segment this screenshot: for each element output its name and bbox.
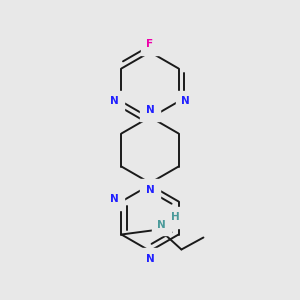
- Text: H: H: [171, 212, 180, 223]
- Text: N: N: [181, 97, 190, 106]
- Text: N: N: [157, 220, 166, 230]
- Text: N: N: [110, 194, 119, 205]
- Text: N: N: [146, 254, 154, 264]
- Text: N: N: [146, 105, 154, 115]
- Text: F: F: [146, 39, 154, 49]
- Text: N: N: [146, 185, 154, 195]
- Text: N: N: [110, 97, 119, 106]
